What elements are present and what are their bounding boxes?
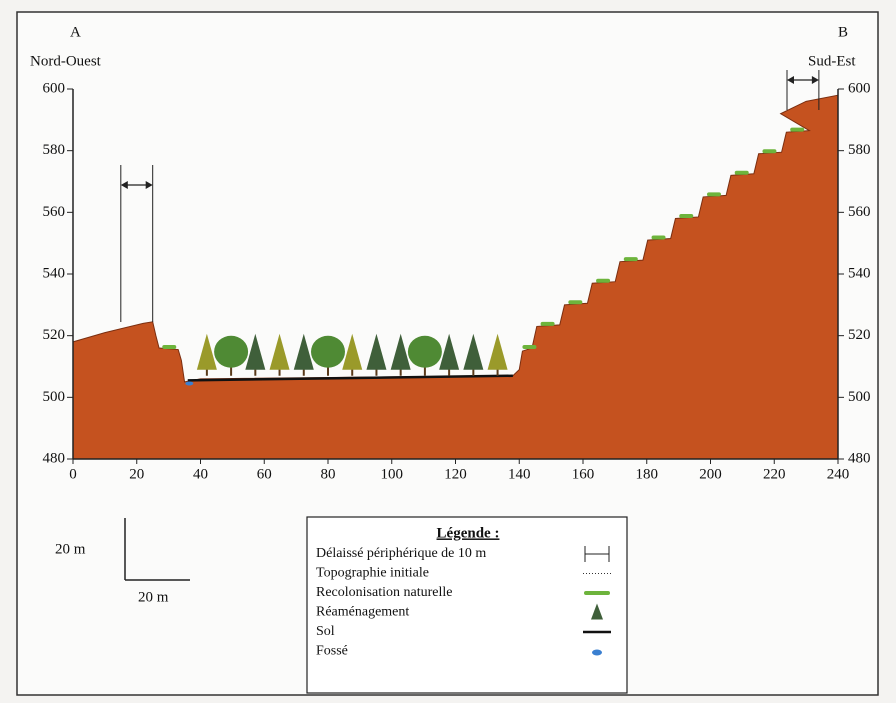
legend-title: Légende : [437, 525, 500, 541]
arrow-head [811, 76, 819, 84]
soil [187, 374, 513, 382]
arrow-head [145, 181, 153, 189]
legend: Délaissé périphérique de 10 m Topographie… [316, 546, 611, 659]
tree-crown [196, 333, 217, 370]
recolonisation [706, 192, 721, 197]
legend-ditch [592, 649, 602, 656]
arrow-head [787, 76, 794, 84]
tree-crown [407, 335, 442, 368]
y-tick-label-left: 600 [43, 80, 66, 96]
label-a: A [70, 24, 81, 40]
recolonisation [540, 321, 555, 326]
tree-crown [439, 333, 460, 370]
y-tick-label-right: 520 [848, 327, 871, 343]
x-tick-label: 20 [129, 466, 144, 482]
legend-label: Topographie initiale [316, 566, 429, 581]
y-tick-label-left: 560 [43, 204, 66, 220]
legend-box [306, 516, 628, 694]
tree-crown [293, 333, 314, 370]
y-tick-label-right: 580 [848, 142, 871, 158]
x-tick-label: 60 [257, 466, 272, 482]
x-tick-label: 40 [193, 466, 208, 482]
y-tick-label-left: 580 [43, 142, 66, 158]
legend-green [584, 591, 610, 595]
tree-crown [342, 333, 363, 370]
x-tick-label: 80 [321, 466, 336, 482]
legend-tree [591, 603, 603, 620]
tree-crown [366, 333, 387, 370]
recolonisation [651, 235, 666, 240]
y-tick-label-right: 600 [848, 80, 871, 96]
legend-label: Sol [316, 624, 335, 639]
x-tick-label: 0 [69, 466, 77, 482]
x-tick-label: 240 [827, 466, 850, 482]
y-tick-label-left: 540 [43, 265, 66, 281]
x-tick-label: 120 [444, 466, 467, 482]
tree-crown [463, 333, 484, 370]
legend-label: Recolonisation naturelle [316, 585, 452, 600]
tree-crown [390, 333, 411, 370]
recolonisation [623, 257, 638, 262]
legend-label: Réaménagement [316, 605, 409, 620]
y-tick-label-left: 520 [43, 327, 66, 343]
y-tick-label-right: 480 [848, 450, 871, 466]
label-b: B [838, 24, 848, 40]
x-tick-label: 100 [381, 466, 404, 482]
profile [72, 70, 839, 460]
tree-crown [214, 335, 249, 368]
legend-label: Fossé [316, 644, 348, 659]
tree-crown [245, 333, 266, 370]
scale-vertical-label: 20 m [55, 541, 86, 557]
recolonisation [522, 345, 537, 350]
x-tick-label: 140 [508, 466, 531, 482]
x-tick-label: 200 [699, 466, 722, 482]
label-left: Nord-Ouest [30, 53, 102, 69]
tree-crown [487, 333, 508, 370]
legend-label: Délaissé périphérique de 10 m [316, 546, 486, 561]
arrow-head [120, 181, 128, 189]
recolonisation [734, 170, 749, 175]
recolonisation [762, 149, 777, 154]
x-tick-label: 180 [636, 466, 659, 482]
y-tick-label-right: 500 [848, 389, 871, 405]
ditch [185, 381, 194, 386]
tree-crown [311, 335, 345, 368]
y-tick-label-right: 540 [848, 265, 871, 281]
recolonisation [162, 345, 177, 350]
recolonisation [596, 278, 611, 283]
recolonisation [790, 127, 805, 132]
scale-horizontal-label: 20 m [138, 589, 169, 605]
label-right: Sud-Est [808, 53, 856, 69]
x-tick-label: 220 [763, 466, 786, 482]
y-tick-label-right: 560 [848, 204, 871, 220]
y-tick-label-left: 500 [43, 389, 66, 405]
recolonisation [568, 300, 583, 305]
tree-crown [269, 333, 290, 370]
y-tick-label-left: 480 [43, 450, 66, 466]
recolonisation [679, 213, 694, 218]
x-tick-label: 160 [572, 466, 595, 482]
